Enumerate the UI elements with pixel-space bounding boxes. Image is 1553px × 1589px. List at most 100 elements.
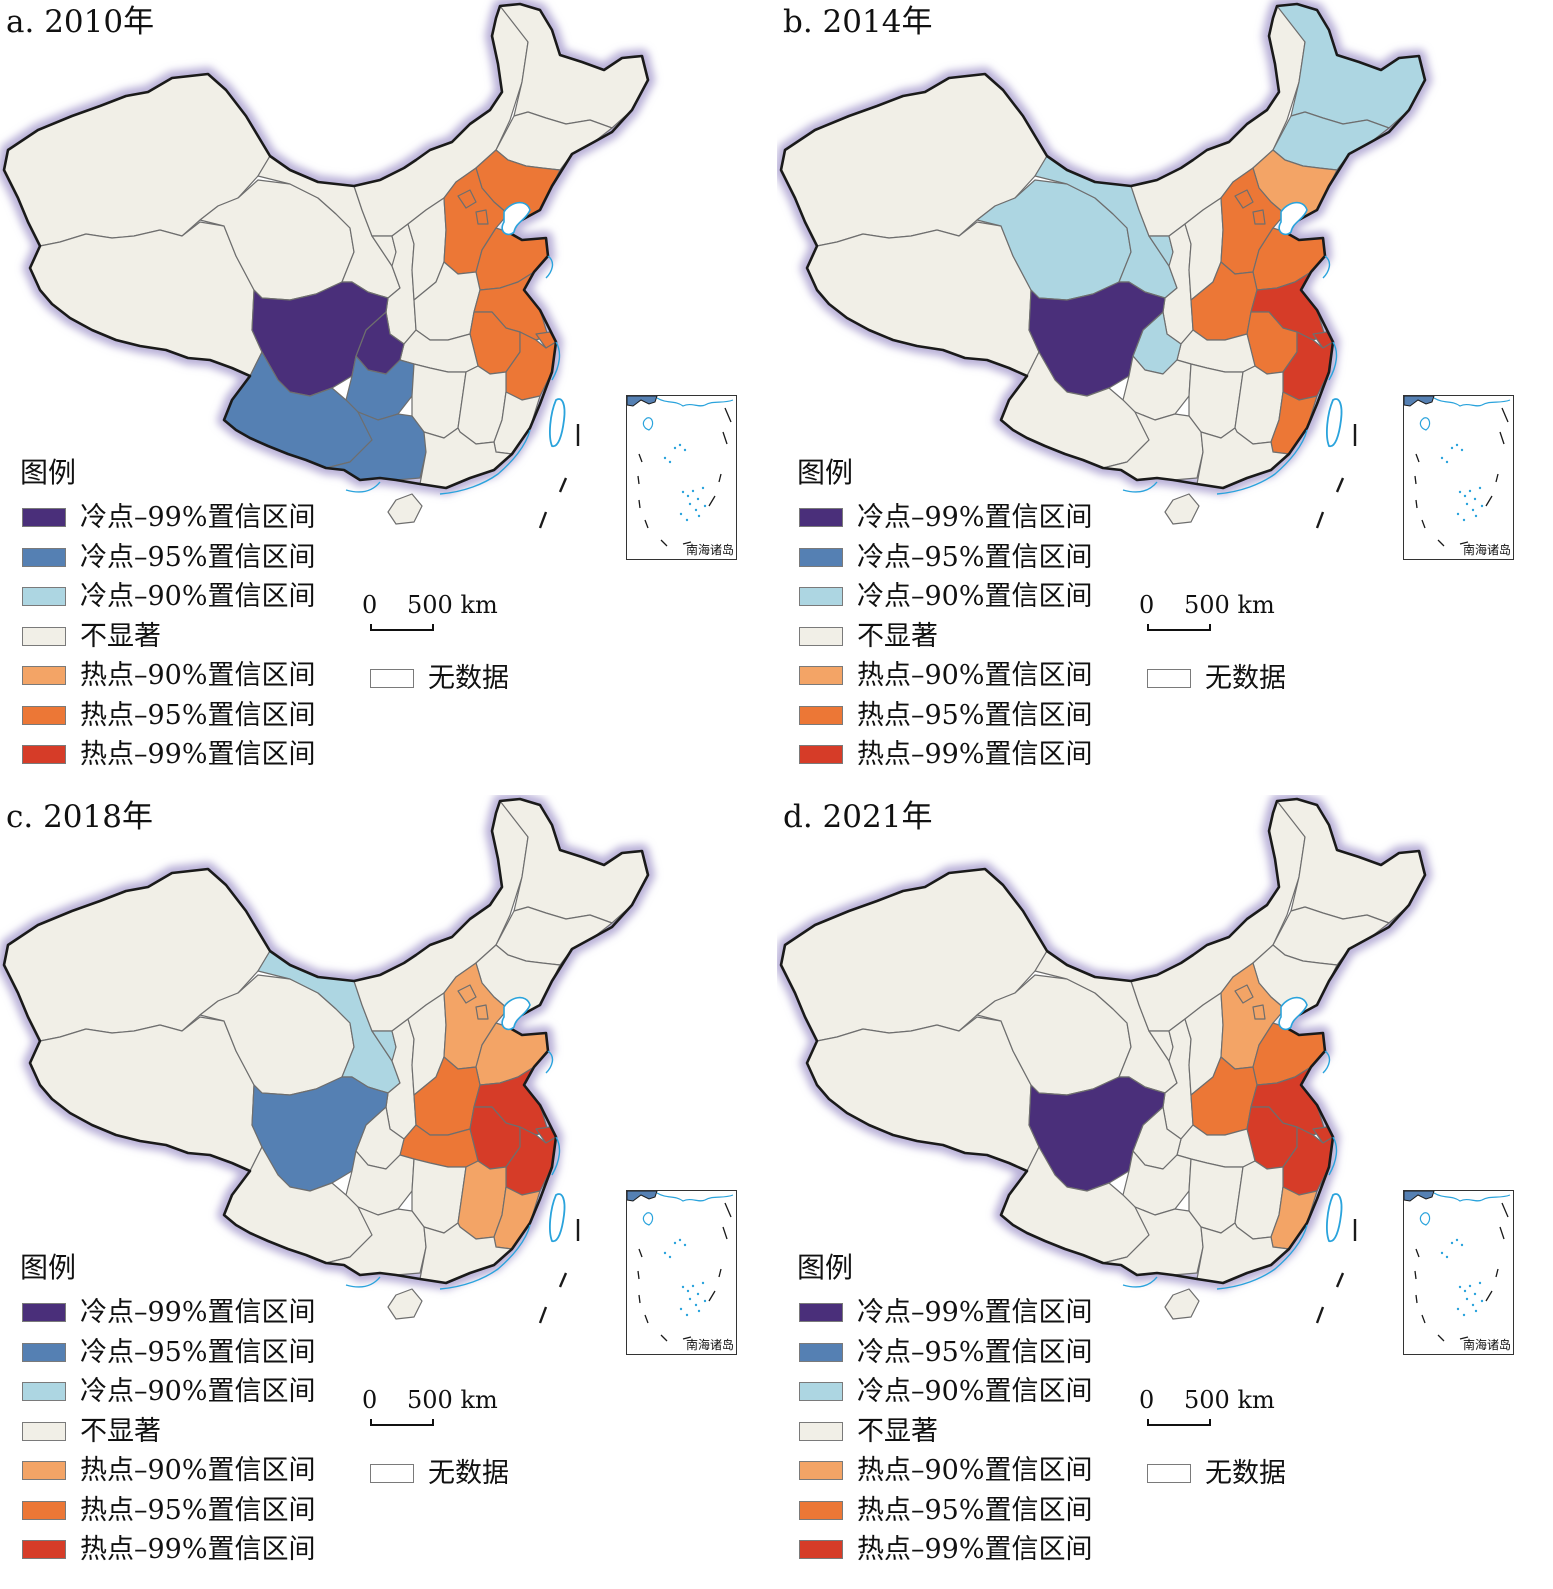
- legend-item-hot95: 热点–95%置信区间: [20, 1492, 316, 1532]
- province-layer: [3, 798, 649, 1320]
- legend: 图例 冷点–99%置信区间 冷点–95%置信区间 冷点–90%置信区间 不显著 热点–9…: [797, 1250, 1093, 1571]
- bohai-sea: [501, 201, 531, 236]
- legend-swatch-hot90: [22, 1461, 66, 1480]
- legend-label-cold90: 冷点–90%置信区间: [857, 1376, 1093, 1407]
- nodata-swatch: [370, 669, 414, 688]
- nodata-swatch: [370, 1464, 414, 1483]
- panel-title: d. 2021年: [783, 799, 933, 835]
- inset-label: 南海诸岛: [1462, 1338, 1511, 1352]
- taiwan-island: [549, 398, 566, 448]
- legend-item-cold90: 冷点–90%置信区间: [797, 578, 1093, 618]
- sea-boundary-dashes: [1315, 1219, 1357, 1324]
- legend-swatch-cold95: [22, 1342, 66, 1362]
- province-hainan: [387, 1288, 423, 1320]
- inset-map: [627, 396, 734, 547]
- province-hainan: [387, 493, 423, 525]
- coastal-islands: [1122, 201, 1357, 529]
- legend-item-cold99: 冷点–99%置信区间: [797, 499, 1093, 539]
- legend-item-hot95: 热点–95%置信区间: [797, 697, 1093, 737]
- legend-swatch-hot90: [799, 1461, 843, 1480]
- legend-label-hot99: 热点–99%置信区间: [857, 1534, 1093, 1565]
- legend-items: 冷点–99%置信区间 冷点–95%置信区间 冷点–90%置信区间 不显著 热点–90%置…: [20, 499, 316, 776]
- legend-label-hot95: 热点–95%置信区间: [857, 699, 1093, 731]
- south-china-sea-inset: 南海诸岛: [1403, 1190, 1514, 1355]
- map-panel-d: d. 2021年 图例 冷点–99%置信区间 冷点–95%置信区间 冷点–90%置信…: [777, 795, 1553, 1589]
- legend-swatch-cold95: [799, 547, 843, 567]
- scale-bar: 0 500 km: [1139, 1385, 1279, 1433]
- taiwan-island: [1326, 1193, 1343, 1243]
- legend-swatch-ns: [799, 1421, 843, 1441]
- legend-swatch-cold95: [22, 547, 66, 567]
- coastal-islands: [1122, 996, 1357, 1324]
- china-map: [0, 0, 655, 529]
- south-china-sea-inset: 南海诸岛: [626, 1190, 737, 1355]
- legend-item-cold99: 冷点–99%置信区间: [20, 499, 316, 539]
- panel-title: c. 2018年: [6, 799, 153, 835]
- sea-boundary-dashes: [538, 1219, 580, 1324]
- legend-title: 图例: [797, 456, 854, 489]
- china-map: [0, 795, 655, 1324]
- scale-zero-label: 0: [362, 591, 378, 619]
- nodata-label: 无数据: [1205, 1458, 1286, 1489]
- legend-item-cold95: 冷点–95%置信区间: [797, 539, 1093, 579]
- legend-label-hot90: 热点–90%置信区间: [857, 660, 1093, 691]
- legend-label-cold95: 冷点–95%置信区间: [80, 541, 316, 573]
- province-hainan: [1164, 1288, 1200, 1320]
- legend-label-ns: 不显著: [857, 1415, 938, 1447]
- coastline: [345, 255, 561, 495]
- legend-label-cold95: 冷点–95%置信区间: [857, 541, 1093, 573]
- legend-item-hot99: 热点–99%置信区间: [797, 1531, 1093, 1571]
- province-beijing: [1234, 984, 1254, 1004]
- legend-swatch-hot95: [22, 705, 66, 725]
- legend-label-cold99: 冷点–99%置信区间: [80, 1297, 316, 1328]
- nodata-swatch: [1147, 1464, 1191, 1483]
- legend-label-hot95: 热点–95%置信区间: [80, 1494, 316, 1526]
- legend-label-cold99: 冷点–99%置信区间: [857, 502, 1093, 533]
- legend-swatch-ns: [799, 626, 843, 646]
- nodata-label: 无数据: [428, 1458, 509, 1489]
- inset-map: [1404, 396, 1511, 547]
- inset-label: 南海诸岛: [1462, 543, 1511, 557]
- legend-label-ns: 不显著: [80, 1415, 161, 1447]
- legend-swatch-ns: [22, 626, 66, 646]
- legend-label-cold95: 冷点–95%置信区间: [857, 1336, 1093, 1368]
- legend-item-hot90: 热点–90%置信区间: [20, 657, 316, 697]
- bohai-sea: [1278, 996, 1308, 1031]
- scale-distance-label: 500 km: [407, 591, 498, 619]
- inset-label: 南海诸岛: [685, 543, 734, 557]
- legend-label-hot90: 热点–90%置信区间: [80, 1455, 316, 1486]
- province-layer: [780, 798, 1426, 1320]
- legend-swatch-cold90: [799, 1382, 843, 1401]
- south-china-sea-inset: 南海诸岛: [626, 395, 737, 560]
- legend-items: 冷点–99%置信区间 冷点–95%置信区间 冷点–90%置信区间 不显著 热点–90%置…: [797, 1294, 1093, 1571]
- coastline: [1122, 1050, 1338, 1290]
- legend-swatch-hot99: [22, 1540, 66, 1559]
- legend-label-hot99: 热点–99%置信区间: [80, 1534, 316, 1565]
- legend-item-hot95: 热点–95%置信区间: [20, 697, 316, 737]
- province-tianjin: [1252, 1004, 1266, 1020]
- legend-title: 图例: [797, 1251, 854, 1284]
- legend-item-hot90: 热点–90%置信区间: [797, 1452, 1093, 1492]
- legend-swatch-hot90: [22, 666, 66, 685]
- map-panel-c: c. 2018年 图例 冷点–99%置信区间 冷点–95%置信区间 冷点–90%置信…: [0, 795, 776, 1589]
- legend: 图例 冷点–99%置信区间 冷点–95%置信区间 冷点–90%置信区间 不显著 热点–9…: [797, 455, 1093, 776]
- legend-label-cold90: 冷点–90%置信区间: [80, 1376, 316, 1407]
- scale-line: [370, 1419, 434, 1426]
- taiwan-island: [1326, 398, 1343, 448]
- legend-item-cold95: 冷点–95%置信区间: [797, 1334, 1093, 1374]
- legend-title: 图例: [20, 1251, 77, 1284]
- legend-label-cold95: 冷点–95%置信区间: [80, 1336, 316, 1368]
- legend-swatch-hot95: [799, 1500, 843, 1520]
- legend-label-ns: 不显著: [80, 620, 161, 652]
- legend-item-cold95: 冷点–95%置信区间: [20, 539, 316, 579]
- legend-label-hot95: 热点–95%置信区间: [80, 699, 316, 731]
- national-border: [2, 2, 650, 490]
- legend-swatch-hot99: [799, 1540, 843, 1559]
- panel-title: a. 2010年: [6, 4, 155, 40]
- legend-item-ns: 不显著: [797, 618, 938, 658]
- inset-map: [1404, 1191, 1511, 1342]
- legend-swatch-cold99: [22, 1303, 66, 1322]
- bohai-sea: [1278, 201, 1308, 236]
- scale-line: [1147, 1419, 1211, 1426]
- china-map: [777, 795, 1432, 1324]
